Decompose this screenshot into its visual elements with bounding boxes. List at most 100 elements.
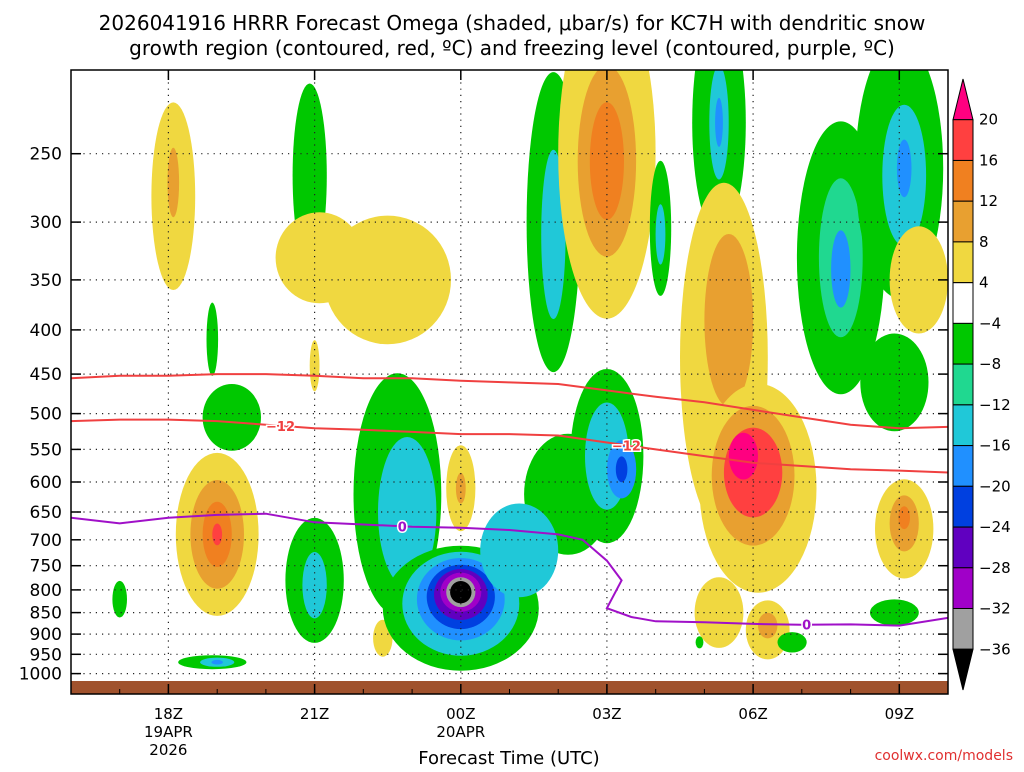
colorbar-segment-4 — [952, 241, 974, 284]
y-tick-label-950: 950 — [30, 645, 62, 665]
dendritic-zone-top-line — [71, 373, 948, 430]
colorbar-label-8: −16 — [979, 437, 1011, 455]
colorbar-label-9: −20 — [979, 477, 1011, 495]
x-tick-label-18Z: 18Z — [154, 705, 183, 723]
y-tick-label-850: 850 — [30, 604, 62, 624]
y-tick-label-600: 600 — [30, 473, 62, 493]
colorbar-segment-12 — [952, 567, 974, 609]
dendritic-zone-bottom-line — [71, 418, 948, 474]
omega-cell-upper-fill — [275, 212, 364, 304]
grid-lines — [71, 70, 948, 681]
omega-cell-0130z-core — [541, 149, 566, 320]
y-tick-label-800: 800 — [30, 581, 62, 601]
colorbar-label-6: −8 — [979, 355, 1001, 373]
omega-cell-0000z-up-h — [455, 585, 467, 599]
colorbar-label-0: 20 — [979, 111, 998, 129]
colorbar-label-4: 4 — [979, 274, 989, 292]
omega-cell-0900z-mid-dn — [889, 226, 948, 334]
colorbar-segment-10 — [952, 485, 974, 528]
omega-cell-0600z-dn-peak — [728, 432, 759, 480]
colorbar-segment-9 — [952, 445, 974, 487]
omega-cell-0530z-low-dn — [694, 577, 744, 648]
y-tick-label-250: 250 — [30, 145, 62, 165]
y-tick-label-1000: 1000 — [19, 665, 62, 685]
y-tick-label-350: 350 — [30, 271, 62, 291]
colorbar-label-13: −36 — [979, 640, 1011, 658]
x-tick-label-03Z: 03Z — [592, 705, 621, 723]
omega-cell-2300z-up-core — [378, 437, 437, 587]
colorbar-segment-7 — [952, 363, 974, 406]
colorbar-label-1: 16 — [979, 152, 998, 170]
omega-cell-0700z-low-up — [777, 632, 807, 653]
y-tick-label-400: 400 — [30, 321, 62, 341]
omega-cell-18z-dn — [167, 147, 180, 218]
y-tick-label-500: 500 — [30, 405, 62, 425]
dendritic-zone-bottom-label-1: −12 — [612, 439, 641, 454]
omega-cell-0530z-dn-mid — [704, 234, 754, 407]
y-tick-label-550: 550 — [30, 440, 62, 460]
dendritic-zone-bottom-label-0: −12 — [266, 420, 295, 435]
x-tick-label-00Z: 00Z — [446, 705, 475, 723]
colorbar-label-2: 12 — [979, 192, 998, 210]
freezing-level-label-1: 0 — [802, 619, 811, 634]
omega-cell-0600z-tiny-up — [695, 636, 704, 649]
omega-cell-0830z-low-up — [870, 599, 919, 626]
pressure-axis: 2503003504004505005506006507007508008509… — [19, 145, 948, 685]
omega-cell-0330z-core — [655, 204, 666, 265]
y-tick-label-300: 300 — [30, 213, 62, 233]
x-tick-label-21Z: 21Z — [300, 705, 329, 723]
colorbar-segment-13 — [952, 608, 974, 650]
colorbar-segment-8 — [952, 404, 974, 447]
omega-cell-0830z-peak — [896, 139, 912, 198]
omega-colorbar: 20 16 12 8 4 −4 −8 −12 −16 −20 −24 −28 −32 −36 — [952, 78, 1011, 691]
colorbar-label-12: −32 — [979, 600, 1011, 618]
omega-cell-0700z-peak — [831, 230, 851, 308]
colorbar-segment-1 — [952, 119, 974, 161]
colorbar-label-7: −12 — [979, 396, 1011, 414]
credit-link[interactable]: coolwx.com/models — [875, 748, 1013, 764]
omega-cell-0630z-low-core — [758, 612, 778, 639]
y-tick-label-900: 900 — [30, 625, 62, 645]
omega-cell-1930z-sliver — [206, 302, 219, 376]
omega-cell-1730z-up — [112, 580, 127, 618]
x-tick-year-18Z: 2026 — [149, 741, 187, 759]
colorbar-segment-5 — [952, 282, 974, 324]
colorbar-label-11: −28 — [979, 559, 1011, 577]
y-tick-label-650: 650 — [30, 503, 62, 523]
colorbar-segment-11 — [952, 526, 974, 569]
omega-cell-19z-dn-peak — [212, 523, 223, 546]
colorbar-segment-2 — [952, 160, 974, 202]
omega-cell-0300z-up-peak — [615, 456, 628, 483]
temperature-contours: −12 −12 0 0 — [71, 373, 948, 635]
omega-cell-19z-sfc-peak — [211, 659, 223, 665]
terrain-ground — [71, 681, 948, 694]
y-tick-label-450: 450 — [30, 365, 62, 385]
colorbar-label-5: −4 — [979, 314, 1001, 332]
chart-title-line2: growth region (contoured, red, ºC) and f… — [129, 36, 895, 60]
colorbar-label-10: −24 — [979, 518, 1011, 536]
freezing-level-label-0: 0 — [398, 520, 407, 535]
omega-cell-1930z-up — [202, 384, 261, 451]
omega-cell-2030z-sliver — [309, 340, 320, 392]
x-axis-label: Forecast Time (UTC) — [418, 748, 599, 768]
colorbar-segment-bottom — [952, 648, 974, 691]
x-tick-label-06Z: 06Z — [738, 705, 767, 723]
omega-cell-0900z-dn-peak — [898, 506, 910, 530]
chart-title-line1: 2026041916 HRRR Forecast Omega (shaded, … — [99, 11, 926, 35]
x-tick-label-09Z: 09Z — [885, 705, 914, 723]
omega-cell-0000z-dn-core — [455, 472, 466, 504]
y-tick-label-750: 750 — [30, 557, 62, 577]
omega-cell-0430z-peak — [715, 97, 723, 147]
colorbar-label-3: 8 — [979, 233, 989, 251]
x-tick-date-00Z: 20APR — [436, 723, 485, 741]
colorbar-segment-6 — [952, 322, 974, 365]
omega-cell-0230z-dn-peak — [589, 102, 625, 220]
freezing-level-line — [71, 512, 948, 627]
omega-cell-0100z-up-arm — [480, 503, 559, 598]
omega-cell-0830z-mid-up — [860, 333, 929, 432]
x-tick-date-18Z: 19APR — [144, 723, 193, 741]
colorbar-segment-3 — [952, 200, 974, 243]
